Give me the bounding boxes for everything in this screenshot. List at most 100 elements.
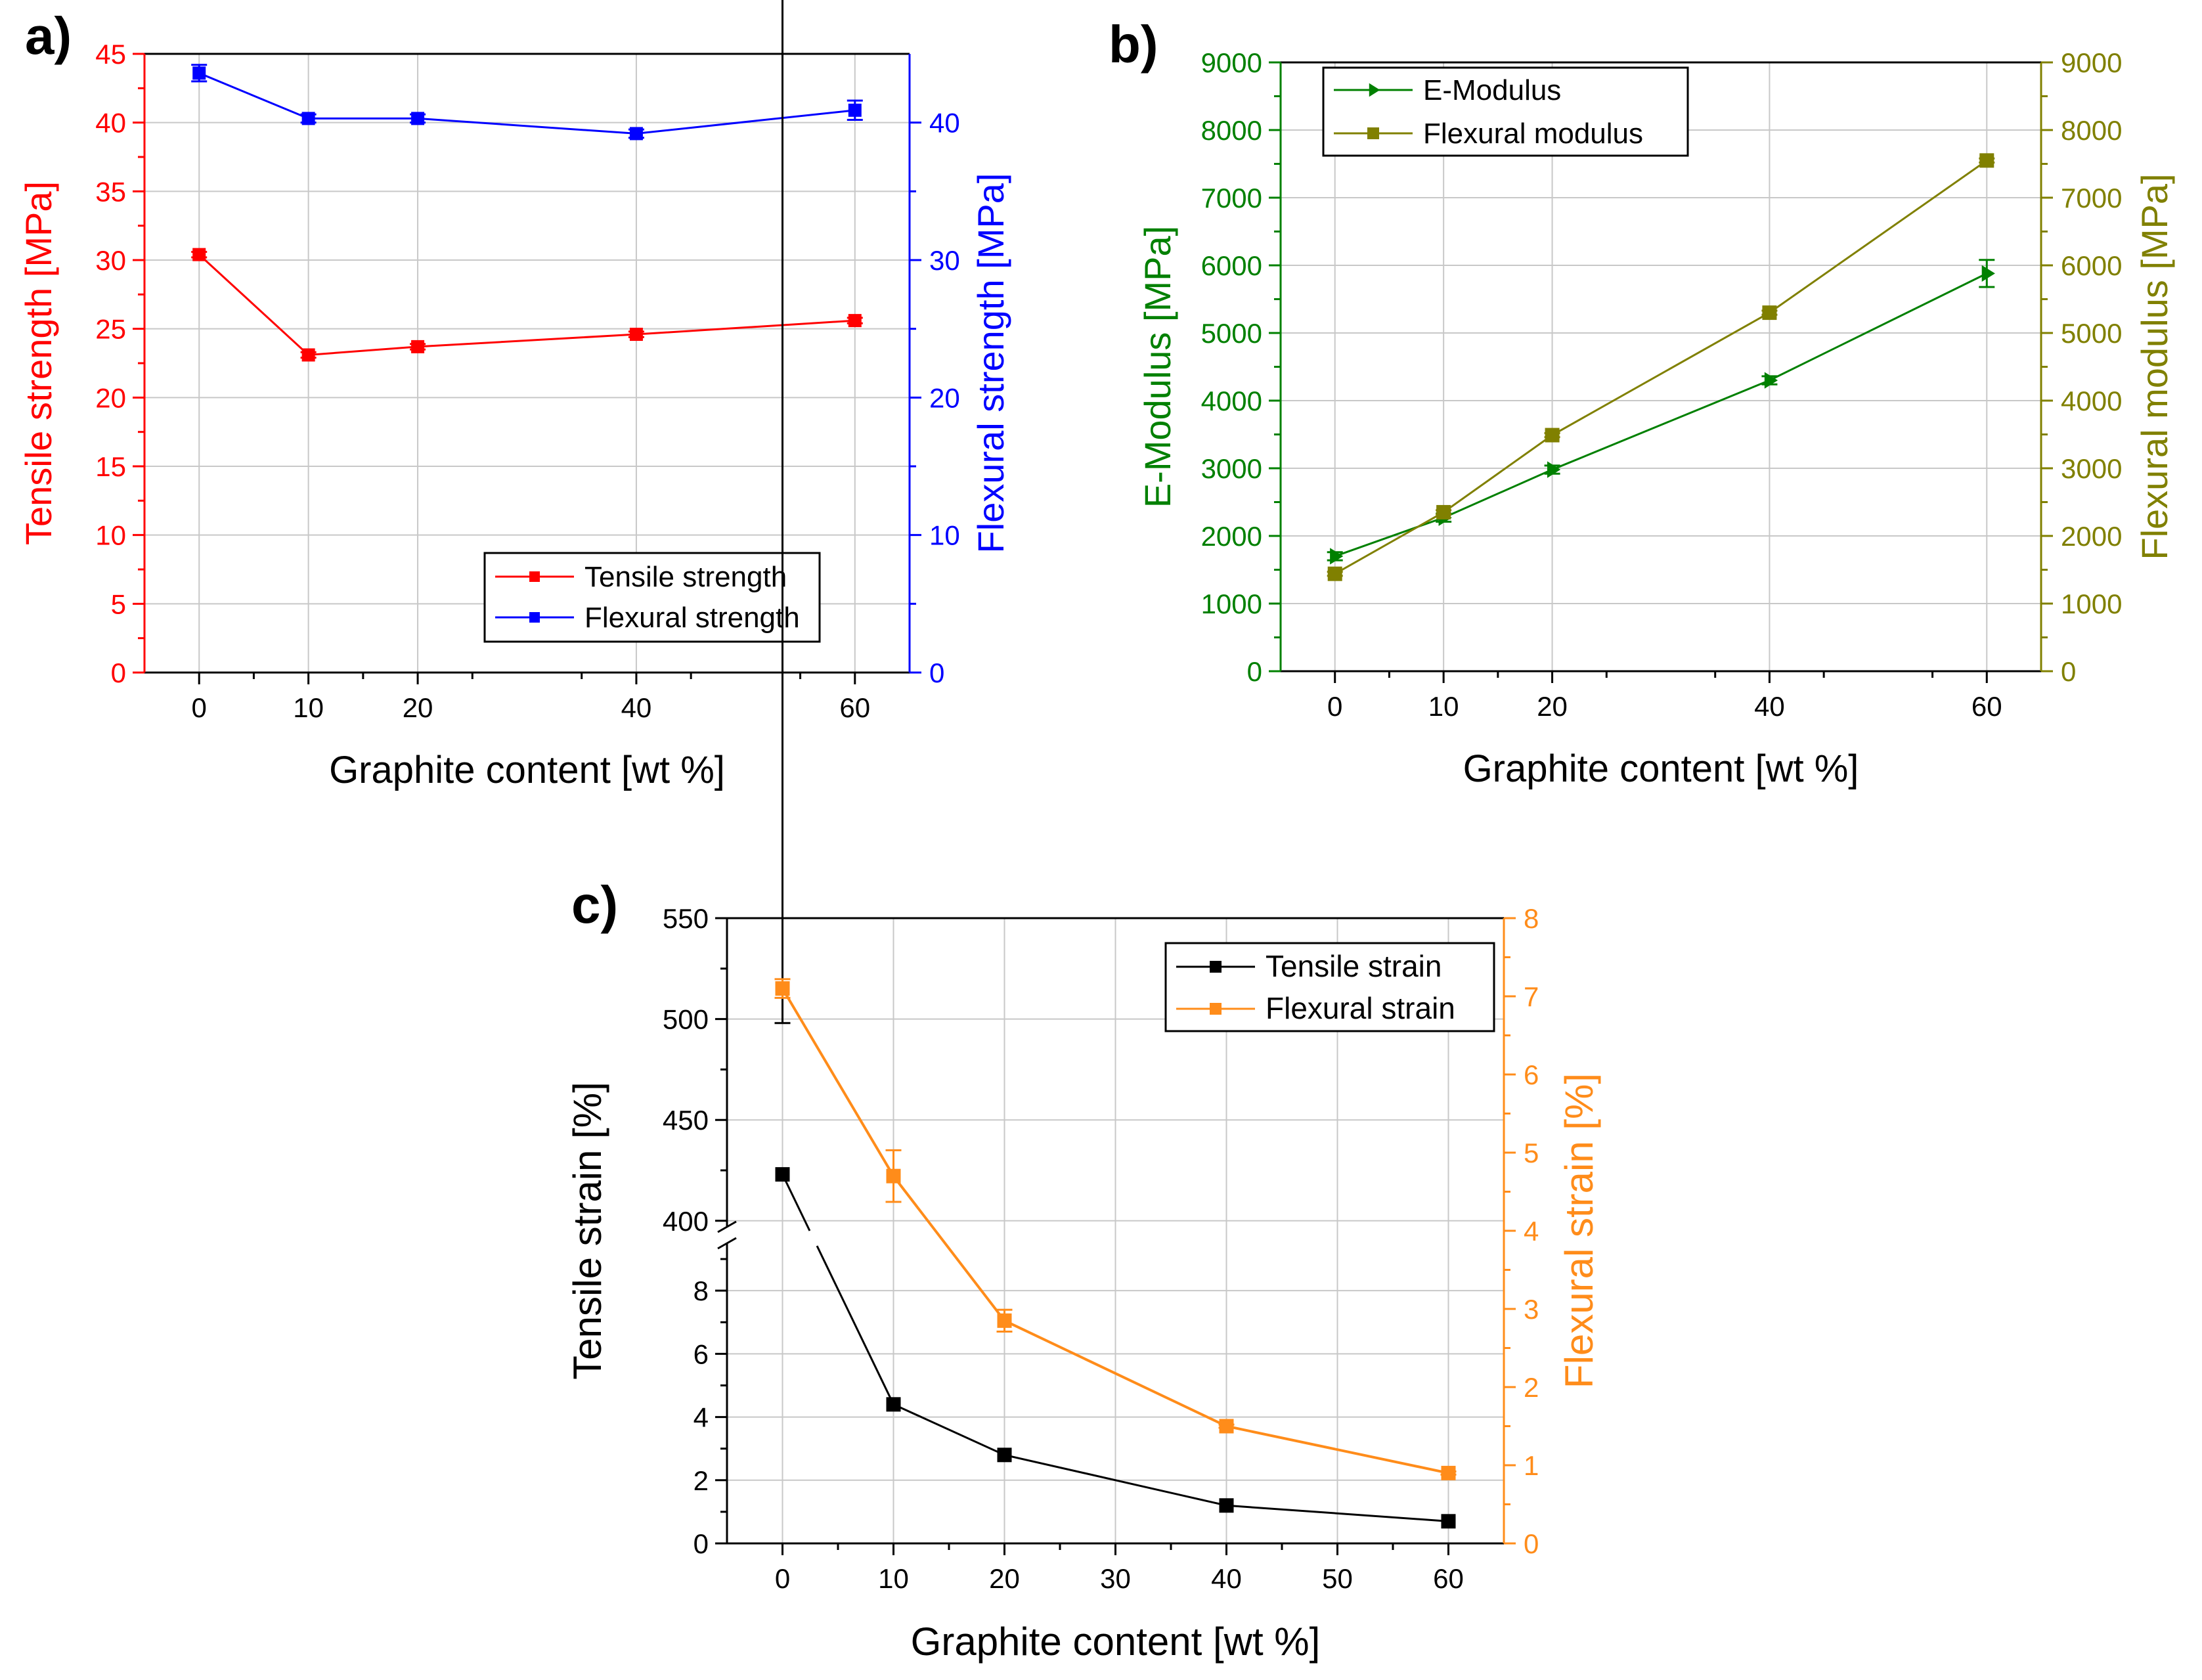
legend-swatch-marker	[1369, 83, 1380, 97]
legend-label-e-modulus: E-Modulus	[1423, 74, 1561, 106]
right-y-tick-label: 6000	[2061, 250, 2122, 281]
right-y-tick-label: 10	[929, 520, 960, 551]
x-axis-title: Graphite content [wt %]	[1463, 747, 1859, 790]
flexural-modulus-point	[1436, 504, 1451, 519]
left-y-tick-label: 10	[95, 520, 126, 551]
x-tick-label: 0	[1327, 691, 1342, 722]
right-y-tick-label: 8000	[2061, 115, 2122, 146]
right-y-axis-title: Flexural modulus [MPa]	[2134, 173, 2175, 560]
x-tick-label: 10	[293, 692, 324, 723]
left-y-tick-label: 0	[111, 657, 126, 688]
left-y-tick-label: 1000	[1201, 588, 1262, 619]
x-axis-title: Graphite content [wt %]	[329, 749, 725, 791]
left-y-tick-label: 0	[694, 1528, 709, 1559]
left-y-tick-label: 2	[694, 1465, 709, 1496]
right-y-tick-label: 8	[1524, 903, 1539, 934]
x-tick-label: 60	[1971, 691, 2002, 722]
left-y-tick-label: 4	[694, 1402, 709, 1433]
left-y-tick-label: 4000	[1201, 386, 1262, 416]
e-modulus-point	[1330, 548, 1344, 565]
x-tick-label: 40	[621, 692, 652, 723]
left-y-tick-label: 8000	[1201, 115, 1262, 146]
tensile-strain-point	[886, 1397, 901, 1412]
right-y-tick-label: 3	[1524, 1294, 1539, 1325]
flexural-strain-point	[886, 1168, 901, 1183]
tensile-strength-point	[411, 340, 425, 353]
legend-label-tensile-strain: Tensile strain	[1266, 949, 1442, 983]
e-modulus-line	[1334, 273, 1987, 558]
panel-b-chart: 0 10 20 40 60 Graphite content [wt %] 0 1000 200…	[1109, 15, 2175, 790]
e-modulus-point	[1547, 461, 1561, 478]
left-y-tick-label: 8	[694, 1275, 709, 1306]
tensile-strain-point	[775, 1167, 790, 1182]
left-y-tick-label: 500	[663, 1004, 709, 1035]
legend-label-tensile-strength: Tensile strength	[584, 561, 787, 593]
left-y-tick-label: 40	[95, 108, 126, 139]
flexural-modulus-point	[1979, 153, 1994, 168]
flexural-strength-point	[192, 66, 206, 80]
x-tick-label: 20	[403, 692, 433, 723]
legend-box	[1322, 66, 1689, 157]
left-y-axis-title: E-Modulus [MPa]	[1137, 226, 1178, 508]
left-y-tick-label: 400	[663, 1206, 709, 1237]
right-y-tick-label: 0	[1524, 1528, 1539, 1559]
tensile-strain-line	[782, 1174, 811, 1231]
left-y-tick-label: 30	[95, 245, 126, 276]
tensile-strength-point	[629, 328, 643, 342]
flexural-modulus-point	[1545, 428, 1560, 443]
x-tick-label: 0	[775, 1563, 790, 1594]
panel-label: b)	[1109, 15, 1158, 74]
legend-swatch-marker	[1210, 1003, 1222, 1015]
left-y-tick-label: 25	[95, 314, 126, 345]
legend-label-flexural-strain: Flexural strain	[1266, 991, 1455, 1025]
legend-swatch-marker	[1210, 961, 1222, 973]
left-y-tick-label: 3000	[1201, 453, 1262, 484]
right-y-tick-label: 7	[1524, 981, 1539, 1012]
right-y-tick-label: 0	[929, 657, 944, 688]
right-y-tick-label: 3000	[2061, 453, 2122, 484]
tensile-strain-point	[997, 1448, 1012, 1463]
left-y-tick-label: 15	[95, 451, 126, 482]
x-tick-label: 60	[1433, 1563, 1464, 1594]
flexural-strength-point	[301, 112, 315, 125]
legend-swatch-marker	[529, 571, 540, 582]
axis-break-mark	[717, 1237, 737, 1250]
panel-label: a)	[25, 7, 72, 65]
right-y-tick-label: 0	[2061, 656, 2076, 687]
legend-label-flexural-strength: Flexural strength	[584, 602, 800, 634]
axis-break-mark	[717, 1220, 737, 1233]
left-y-tick-label: 550	[663, 903, 709, 934]
e-modulus-point	[1981, 265, 1995, 282]
left-y-tick-label: 5	[111, 588, 126, 619]
left-y-tick-label: 6	[694, 1338, 709, 1369]
right-y-tick-label: 1	[1524, 1450, 1539, 1481]
left-y-tick-label: 9000	[1201, 47, 1262, 78]
x-tick-label: 30	[1100, 1563, 1131, 1594]
right-y-tick-label: 6	[1524, 1059, 1539, 1090]
right-y-tick-label: 5000	[2061, 318, 2122, 349]
tensile-strain-point	[1219, 1498, 1234, 1513]
left-y-tick-label: 45	[95, 39, 126, 70]
flexural-modulus-point	[1762, 305, 1777, 321]
tensile-strength-point	[301, 348, 315, 362]
right-y-tick-label: 2	[1524, 1372, 1539, 1403]
right-y-tick-label: 20	[929, 382, 960, 413]
legend-box	[483, 552, 821, 643]
right-y-tick-label: 2000	[2061, 521, 2122, 552]
flexural-strain-point	[1219, 1419, 1234, 1434]
right-y-axis-title: Flexural strain [%]	[1557, 1073, 1601, 1388]
panel-label: c)	[571, 875, 618, 934]
left-y-axis-title: Tensile strength [MPa]	[18, 181, 59, 545]
left-y-tick-label: 35	[95, 176, 126, 207]
flexural-strength-point	[629, 127, 643, 141]
flexural-strain-point	[1441, 1465, 1456, 1480]
right-y-axis-title: Flexural strength [MPa]	[970, 173, 1011, 554]
left-y-tick-label: 6000	[1201, 250, 1262, 281]
right-y-tick-label: 4	[1524, 1216, 1539, 1247]
tensile-strength-line	[198, 254, 855, 356]
flexural-strain-point	[997, 1313, 1012, 1328]
e-modulus-point	[1764, 372, 1778, 389]
x-tick-label: 50	[1322, 1563, 1353, 1594]
